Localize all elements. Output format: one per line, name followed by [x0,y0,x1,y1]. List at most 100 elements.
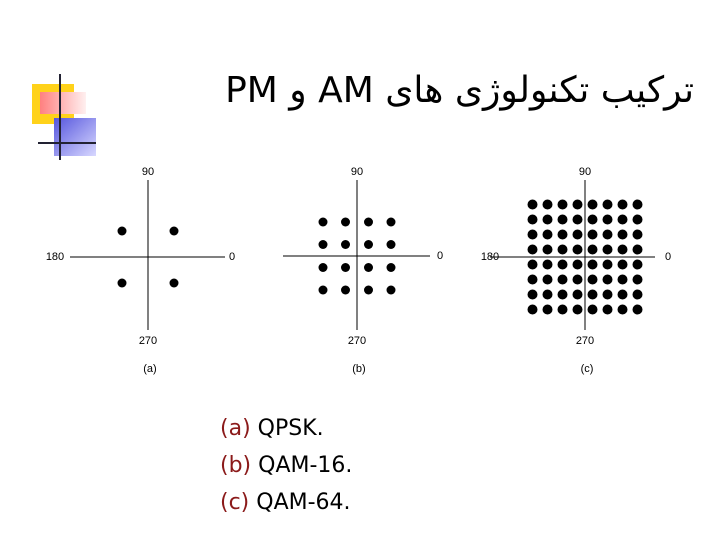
constellation-point [527,304,538,315]
constellation-point [602,244,613,255]
axis-label: 270 [139,335,157,347]
list-text: QAM-16. [258,453,353,478]
constellation-point [318,240,328,249]
constellation-point [572,214,583,225]
constellation-point [572,259,583,270]
axis-label: 0 [437,250,443,262]
constellation-point [632,199,643,210]
constellation-point [617,259,628,270]
title: ترکیب تکنولوژی های AM و PM [225,70,694,111]
list-item: (a) QPSK. [220,416,324,441]
axis-label: 0 [665,251,671,263]
constellation-point [527,199,538,210]
list-text: QPSK. [257,416,324,441]
constellation-point [117,226,127,236]
axis-label: 180 [481,251,499,263]
list-marker: (b) [220,453,252,478]
constellation-point [557,199,568,210]
list-item: (c) QAM-64. [220,490,351,515]
constellation-point [632,229,643,240]
constellation-point [617,199,628,210]
constellation-point [572,274,583,285]
list-text: QAM-64. [256,490,351,515]
constellation-point [341,217,350,227]
constellation-point [557,304,568,315]
constellation-point [527,244,538,255]
constellation-point [117,278,127,288]
constellation-point [542,229,553,240]
constellation-point [632,244,643,255]
diagram-caption: (b) [352,363,365,375]
constellation-point [527,289,538,300]
constellation-point [617,214,628,225]
constellation-point [557,214,568,225]
constellation-point [602,304,613,315]
constellation-point [527,214,538,225]
constellation-point [587,259,598,270]
constellation-point [632,214,643,225]
constellation-point [527,274,538,285]
constellation-point [386,240,396,249]
constellation-point [617,244,628,255]
constellation-point [602,214,613,225]
axis-label: 0 [229,251,235,263]
constellation-point [572,244,583,255]
constellation-point [341,240,350,249]
constellation-point [587,199,598,210]
constellation-point [602,259,613,270]
constellation-point [364,285,373,295]
list-item: (b) QAM-16. [220,453,352,478]
constellation-point [341,285,350,295]
constellation-point [617,289,628,300]
constellation-point [617,274,628,285]
constellation-point [617,304,628,315]
constellation-point [602,274,613,285]
constellation-point [527,259,538,270]
constellation-point [632,304,643,315]
constellation-point [386,217,396,227]
constellation-point [587,244,598,255]
constellation-point [572,289,583,300]
axis-label: 90 [579,166,591,178]
constellation-point [557,229,568,240]
constellation-point [542,274,553,285]
axis-label: 90 [142,166,154,178]
diagram-caption: (c) [581,363,594,375]
constellation-point [557,274,568,285]
constellation-point [587,274,598,285]
constellation-point [632,259,643,270]
constellation-point [318,285,328,295]
list-marker: (a) [220,416,251,441]
constellation-point [542,304,553,315]
constellation-point [169,226,179,236]
constellation-point [527,229,538,240]
constellation-point [557,259,568,270]
constellation-point [557,244,568,255]
axis-label: 270 [576,335,594,347]
constellation-point [542,244,553,255]
diagram-caption: (a) [143,363,156,375]
constellation-point [572,304,583,315]
constellation-point [587,229,598,240]
axis-label: 90 [351,166,363,178]
constellation-point [364,263,373,272]
list-marker: (c) [220,490,250,515]
constellation-point [542,259,553,270]
axis-label: 270 [348,335,366,347]
constellation-point [587,289,598,300]
constellation-point [386,285,396,295]
constellation-point [318,263,328,272]
constellation-point [632,274,643,285]
constellation-point [542,289,553,300]
constellation-point [572,199,583,210]
constellation-point [364,240,373,249]
constellation-point [587,214,598,225]
constellation-point [572,229,583,240]
constellation-point [617,229,628,240]
constellation-point [587,304,598,315]
constellation-point [364,217,373,227]
constellation-point [169,278,179,288]
constellation-point [542,199,553,210]
